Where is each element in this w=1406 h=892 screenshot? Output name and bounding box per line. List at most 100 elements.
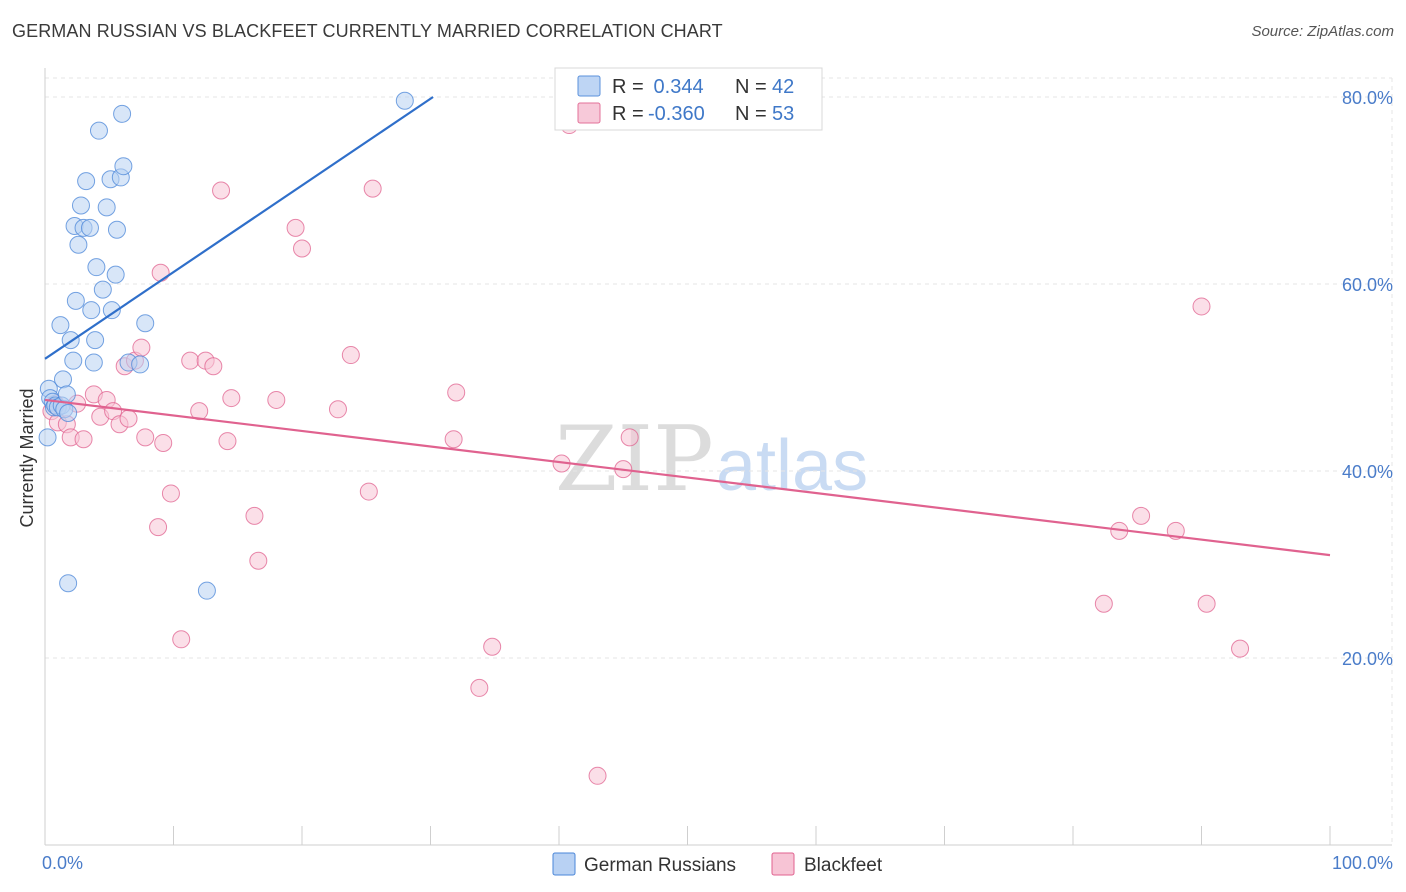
blackfeet-point-25 [204,357,223,376]
legend-n-label-2: N = [735,103,767,125]
german-russians-point-26 [87,258,106,277]
blackfeet-point-18 [151,263,170,282]
blackfeet-point-15 [132,338,151,357]
blackfeet-point-32 [286,218,305,237]
legend-n-value-1: 42 [772,76,794,98]
blackfeet-point-53 [1231,639,1250,658]
blackfeet-point-16 [136,428,155,447]
legend-r-value-2: -0.360 [648,103,705,125]
blackfeet-point-41 [483,637,502,656]
x-tick-label-0: 0.0% [42,853,83,873]
watermark-zip: ZIP [555,407,714,512]
blackfeet-point-38 [444,430,463,449]
german-russians-point-41 [395,91,414,110]
blackfeet-points [42,116,1250,785]
axes [44,68,1393,846]
blackfeet-point-46 [620,428,639,447]
series-legend-german-russians: German Russians [584,855,736,876]
german-russians-point-7 [51,316,70,335]
german-russians-point-21 [77,172,96,191]
y-tick-label-60: 60.0% [1342,275,1393,295]
series-legend-swatch-blackfeet [771,852,795,876]
german-russians-trend-line [44,96,434,360]
y-tick-label-80: 80.0% [1342,88,1393,108]
series-legend: German Russians Blackfeet [552,852,883,876]
blackfeet-point-31 [267,390,286,409]
blackfeet-point-33 [293,239,311,258]
german-russians-point-40 [197,581,216,600]
blackfeet-point-52 [1197,594,1216,613]
blackfeet-point-36 [359,482,378,501]
german-russians-point-9 [53,370,72,389]
y-tick-label-20: 20.0% [1342,649,1393,669]
blackfeet-point-28 [222,389,241,408]
blackfeet-point-39 [447,383,466,402]
legend-swatch-blue [577,75,601,97]
legend-r-label-2: R = [612,103,644,125]
blackfeet-point-27 [218,432,237,451]
series-legend-blackfeet: Blackfeet [804,855,883,876]
legend-r-label-1: R = [612,76,644,98]
blackfeet-point-44 [588,766,607,785]
german-russians-point-27 [89,121,108,140]
legend-swatch-pink [577,102,601,124]
blackfeet-point-22 [181,351,200,370]
blackfeet-point-47 [1094,594,1113,613]
x-tick-label-100: 100.0% [1332,853,1393,873]
blackfeet-point-17 [149,518,168,537]
watermark-atlas: atlas [716,426,868,506]
blackfeet-point-51 [1192,297,1211,316]
german-russians-point-23 [82,301,101,320]
german-russians-point-32 [106,265,125,284]
german-russians-point-13 [59,574,78,593]
blackfeet-point-26 [212,181,231,200]
german-russians-point-36 [113,104,132,123]
german-russians-point-33 [107,220,126,239]
blackfeet-point-29 [245,506,264,525]
german-russians-point-39 [136,314,155,333]
german-russians-point-0 [38,428,57,447]
blackfeet-point-21 [172,630,191,649]
x-tick-labels: 0.0% 100.0% [42,853,1393,873]
german-russians-point-28 [93,280,112,299]
chart-title: GERMAN RUSSIAN VS BLACKFEET CURRENTLY MA… [12,21,723,41]
german-russians-point-18 [69,235,88,254]
y-tick-label-40: 40.0% [1342,462,1393,482]
blackfeet-point-20 [161,484,180,503]
german-russians-point-15 [64,351,83,370]
blackfeet-point-49 [1132,506,1151,525]
series-legend-swatch-german-russians [552,852,576,876]
german-russians-point-24 [84,353,103,372]
german-russians-point-12 [59,404,78,423]
german-russians-point-31 [102,301,121,320]
german-russians-point-38 [131,355,150,374]
german-russians-point-17 [66,291,85,310]
y-tick-labels: 20.0% 40.0% 60.0% 80.0% [1342,88,1393,669]
blackfeet-point-34 [328,400,347,419]
blackfeet-point-19 [154,433,173,452]
source-label: Source: ZipAtlas.com [1251,23,1394,40]
legend-r-value-1: 0.344 [648,76,704,98]
blackfeet-point-6 [74,430,93,449]
blackfeet-point-13 [119,409,138,428]
blackfeet-point-30 [249,551,268,570]
blackfeet-point-40 [470,678,489,697]
gridlines [45,77,1392,659]
german-russians-point-22 [80,218,99,237]
german-russians-point-19 [71,196,90,215]
blackfeet-trend-line [44,398,1331,557]
y-axis-label: Currently Married [17,388,37,527]
trend-lines [44,96,1331,557]
german-russians-point-35 [114,157,133,176]
german-russians-point-25 [86,331,105,350]
watermark: ZIP atlas [555,407,868,512]
german-russians-point-29 [97,198,116,217]
legend-n-value-2: 53 [772,103,794,125]
legend-n-label-1: N = [735,76,767,98]
german-russians-points [38,91,414,600]
correlation-legend: R = 0.344 N = 42 R = -0.360 N = 53 [554,67,823,131]
german-russians-point-11 [57,385,76,404]
blackfeet-point-37 [363,179,382,198]
blackfeet-point-35 [341,346,360,365]
